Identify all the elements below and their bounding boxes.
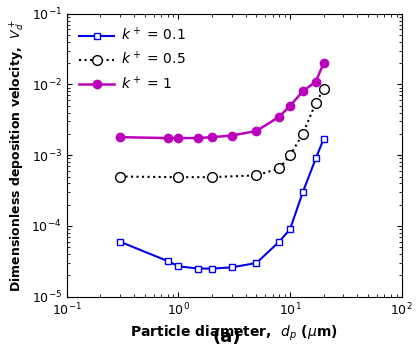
$k^+$ = 0.1 [165, 259, 170, 263]
$k^+$ = 1 [288, 104, 293, 108]
$k^+$ = 0.1 [195, 266, 200, 271]
$k^+$ = 0.1 [176, 264, 181, 268]
$k^+$ = 0.1 [300, 190, 305, 194]
$k^+$ = 0.1 [321, 137, 326, 141]
$k^+$ = 0.5 [254, 173, 259, 177]
$k^+$ = 0.1 [288, 227, 293, 231]
Line: $k^+$ = 0.5: $k^+$ = 0.5 [115, 85, 328, 182]
$k^+$ = 1 [229, 133, 234, 138]
$k^+$ = 0.5 [210, 175, 215, 179]
Line: $k^+$ = 1: $k^+$ = 1 [116, 59, 328, 142]
$k^+$ = 0.1 [254, 261, 259, 265]
$k^+$ = 1 [165, 136, 170, 140]
X-axis label: Particle diameter,  $d_p$ ($\mu$m): Particle diameter, $d_p$ ($\mu$m) [130, 324, 338, 343]
Line: $k^+$ = 0.1: $k^+$ = 0.1 [116, 135, 327, 272]
$k^+$ = 1 [321, 61, 326, 65]
Y-axis label: Dimensionless deposition velocity,  $V_d^+$: Dimensionless deposition velocity, $V_d^… [7, 19, 26, 292]
$k^+$ = 1 [277, 115, 282, 119]
$k^+$ = 1 [313, 79, 318, 84]
Legend: $k^+$ = 0.1, $k^+$ = 0.5, $k^+$ = 1: $k^+$ = 0.1, $k^+$ = 0.5, $k^+$ = 1 [74, 21, 191, 98]
$k^+$ = 1 [300, 89, 305, 93]
$k^+$ = 0.1 [210, 266, 215, 271]
$k^+$ = 1 [254, 129, 259, 133]
$k^+$ = 0.1 [118, 240, 123, 244]
$k^+$ = 1 [118, 135, 123, 139]
Text: (a): (a) [213, 329, 241, 346]
$k^+$ = 0.5 [277, 166, 282, 170]
$k^+$ = 0.1 [277, 240, 282, 244]
$k^+$ = 0.1 [313, 156, 318, 161]
$k^+$ = 0.5 [176, 175, 181, 179]
$k^+$ = 1 [210, 135, 215, 139]
$k^+$ = 0.5 [300, 132, 305, 136]
$k^+$ = 0.1 [229, 265, 234, 270]
$k^+$ = 0.5 [321, 88, 326, 92]
$k^+$ = 0.5 [118, 174, 123, 179]
$k^+$ = 0.5 [288, 153, 293, 158]
$k^+$ = 1 [195, 136, 200, 140]
$k^+$ = 0.5 [313, 101, 318, 105]
$k^+$ = 1 [176, 136, 181, 140]
